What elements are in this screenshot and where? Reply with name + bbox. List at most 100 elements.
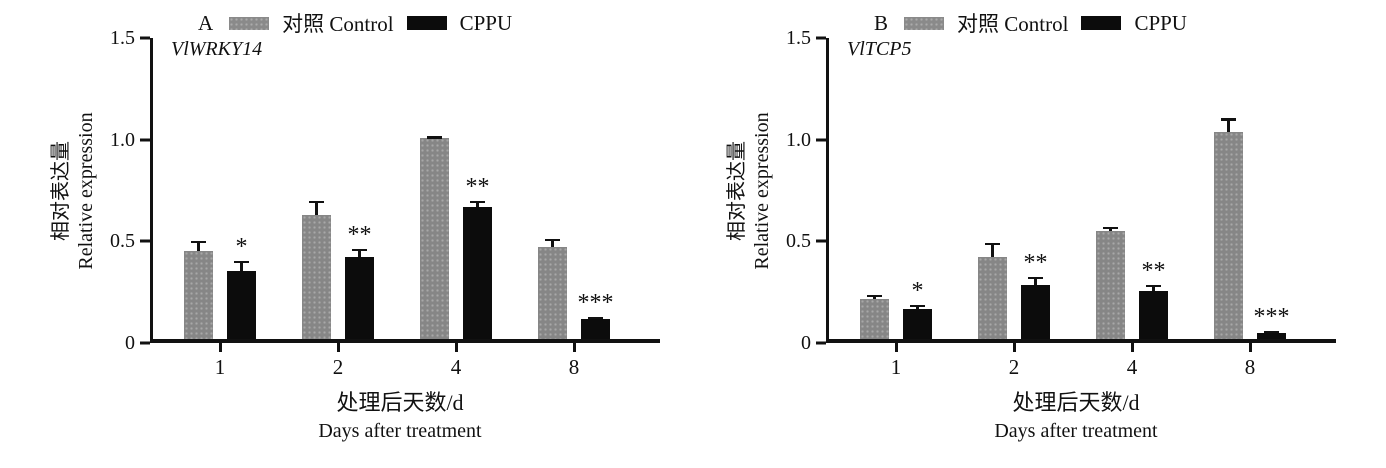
x-tick [1012, 343, 1016, 352]
bar-slot-cppu: *** [578, 38, 614, 339]
gene-name: VlWRKY14 [171, 38, 263, 60]
bar-control [1096, 230, 1125, 339]
bar-cppu [1139, 290, 1168, 339]
bars-area: * 1 ** 2 ** 4 *** 8 [153, 38, 660, 379]
x-axis-title-en: Days after treatment [318, 420, 482, 442]
legend-swatch-control [904, 16, 945, 30]
bar-slot-control [420, 38, 449, 339]
error-bar [310, 200, 323, 215]
plot-area: VlWRKY14 * 1 ** 2 ** 4 *** 8 [150, 38, 660, 379]
x-tick [1130, 343, 1134, 352]
bar-control [302, 214, 331, 339]
bar-group: ** 4 [1096, 38, 1168, 379]
y-axis-title-en: Relative expression [75, 111, 97, 270]
y-axis-title-en: Relative expression [751, 111, 773, 270]
y-tick-label: 0.5 [786, 230, 811, 253]
x-axis-title-zh: 处理后天数/d [336, 390, 464, 415]
y-tick-label: 1.5 [786, 27, 811, 49]
bar-control [860, 298, 889, 339]
bar-slot-control [538, 38, 567, 339]
panel-a: A 对照 Control CPPU 相对表达量 Relative express… [48, 10, 660, 444]
x-axis-title: 处理后天数/d Days after treatment [150, 389, 650, 444]
y-tick-label: 1.0 [786, 128, 811, 151]
bar-cppu [1021, 284, 1050, 339]
bars-area: * 1 ** 2 ** 4 *** 8 [829, 38, 1336, 379]
plot-area: VlTCP5 * 1 ** 2 ** 4 *** 8 [826, 38, 1336, 379]
legend-label-cppu: CPPU [459, 10, 513, 35]
error-bar [471, 200, 484, 207]
figure: A 对照 Control CPPU 相对表达量 Relative express… [48, 10, 1336, 444]
significance-stars: * [911, 277, 924, 304]
y-axis-gutter: 0 0.5 1.0 1.5 [100, 28, 150, 353]
bar-slot-cppu: * [903, 38, 932, 339]
bar-control [1214, 132, 1243, 339]
bar-cppu [903, 308, 932, 339]
error-bar [1029, 276, 1042, 285]
x-tick [454, 343, 458, 352]
bar-control [978, 256, 1007, 339]
x-axis-title-zh: 处理后天数/d [1012, 390, 1140, 415]
legend-swatch-control [229, 16, 270, 30]
y-tick [816, 36, 826, 40]
bar-slot-cppu: *** [1254, 38, 1290, 339]
x-tick-label: 8 [568, 355, 580, 379]
gene-name: VlTCP5 [847, 38, 912, 60]
x-tick-label: 4 [1126, 355, 1138, 379]
error-bar [428, 136, 441, 139]
significance-stars: ** [347, 221, 372, 248]
bar-slot-control [184, 38, 213, 339]
x-tick-label: 2 [1008, 355, 1020, 379]
x-tick-label: 1 [890, 355, 902, 379]
x-tick-label: 8 [1244, 355, 1256, 379]
error-bar [986, 242, 999, 257]
bar-slot-cppu: ** [463, 38, 492, 339]
bar-group: *** 8 [538, 38, 614, 379]
x-tick-label: 1 [214, 355, 226, 379]
error-bar [589, 316, 602, 320]
error-bar [1222, 118, 1235, 133]
error-bar [353, 248, 366, 257]
y-tick [140, 36, 150, 40]
bar-control [420, 138, 449, 339]
bar-slot-control [1096, 38, 1125, 339]
significance-stars: ** [465, 173, 490, 200]
error-bar [546, 238, 559, 247]
bar-group: ** 4 [420, 38, 492, 379]
bar-slot-control [1214, 38, 1243, 339]
bar-slot-cppu: ** [345, 38, 374, 339]
y-tick-label: 1.5 [110, 27, 135, 49]
legend-swatch-cppu [406, 16, 447, 30]
legend-label-control: 对照 Control [282, 12, 394, 36]
x-axis-title-en: Days after treatment [994, 420, 1158, 442]
y-axis-title: 相对表达量 Relative expression [724, 38, 776, 343]
bar-cppu [1257, 332, 1286, 339]
legend-label-control: 对照 Control [957, 12, 1069, 36]
x-tick [336, 343, 340, 352]
error-bar [1265, 330, 1278, 334]
legend-a: A 对照 Control CPPU [198, 10, 660, 37]
error-bar [1104, 226, 1117, 231]
legend-swatch-cppu [1081, 16, 1122, 30]
y-tick-label: 1.0 [110, 128, 135, 151]
bar-slot-control [302, 38, 331, 339]
bar-group: *** 8 [1214, 38, 1290, 379]
x-tick [1248, 343, 1252, 352]
bar-slot-cppu: ** [1139, 38, 1168, 339]
bar-slot-control [860, 38, 889, 339]
error-bar [1147, 284, 1160, 291]
y-axis-title-zh: 相对表达量 [50, 140, 72, 241]
significance-stars: * [235, 233, 248, 260]
y-tick-label: 0 [801, 332, 811, 354]
y-tick [816, 341, 826, 345]
legend-b: B 对照 Control CPPU [874, 10, 1336, 37]
bar-cppu [581, 318, 610, 339]
bar-group: ** 2 [978, 38, 1050, 379]
plot-row: 相对表达量 Relative expression 0 0.5 1.0 1.5 VlW… [48, 28, 660, 379]
error-bar [868, 294, 881, 299]
error-bar [235, 260, 248, 271]
bar-slot-cppu: ** [1021, 38, 1050, 339]
bar-cppu [463, 206, 492, 339]
bar-slot-cppu: * [227, 38, 256, 339]
x-tick [894, 343, 898, 352]
y-tick-label: 0.5 [110, 230, 135, 253]
